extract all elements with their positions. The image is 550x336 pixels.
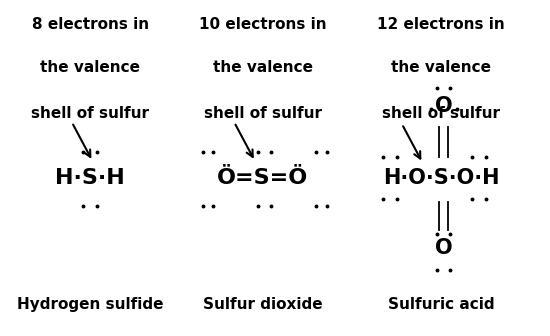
Text: the valence: the valence bbox=[213, 60, 313, 75]
Text: shell of sulfur: shell of sulfur bbox=[204, 106, 322, 121]
Text: H·O·S·O·H: H·O·S·O·H bbox=[383, 168, 499, 188]
Text: the valence: the valence bbox=[391, 60, 491, 75]
Text: shell of sulfur: shell of sulfur bbox=[382, 106, 500, 121]
Text: Sulfur dioxide: Sulfur dioxide bbox=[203, 297, 323, 312]
Text: Sulfuric acid: Sulfuric acid bbox=[388, 297, 494, 312]
Text: Ö=S=Ö: Ö=S=Ö bbox=[217, 168, 309, 188]
Text: H·S·H: H·S·H bbox=[55, 168, 125, 188]
Text: shell of sulfur: shell of sulfur bbox=[31, 106, 149, 121]
Text: 8 electrons in: 8 electrons in bbox=[31, 17, 148, 32]
Text: Hydrogen sulfide: Hydrogen sulfide bbox=[17, 297, 163, 312]
Text: 10 electrons in: 10 electrons in bbox=[199, 17, 327, 32]
Text: O: O bbox=[435, 238, 453, 258]
Text: O: O bbox=[435, 96, 453, 116]
Text: 12 electrons in: 12 electrons in bbox=[377, 17, 505, 32]
Text: the valence: the valence bbox=[40, 60, 140, 75]
